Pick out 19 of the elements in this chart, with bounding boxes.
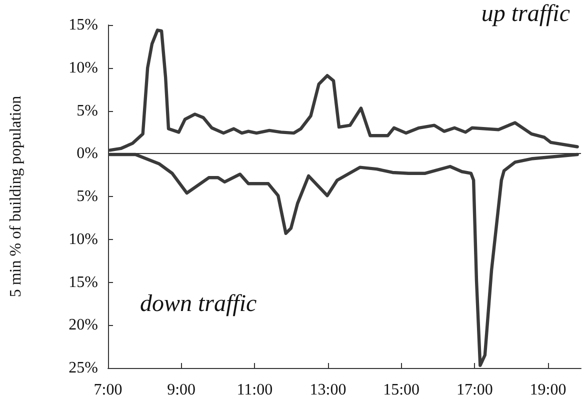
y-tick-label: 20%: [68, 316, 98, 334]
y-tick-label: 0%: [76, 145, 98, 162]
x-tick-label: 7:00: [94, 382, 122, 398]
x-tick-label: 13:00: [310, 382, 346, 398]
y-tick-label: 15%: [68, 274, 98, 291]
y-tick-label: 25%: [68, 360, 98, 376]
x-tick-label: 9:00: [167, 382, 196, 398]
y-tick-label: 10%: [68, 230, 98, 248]
annotation: down traffic: [140, 291, 258, 317]
x-tick-label: 11:00: [236, 382, 273, 398]
y-tick-label: 5%: [76, 102, 98, 120]
x-tick-label: 15:00: [383, 382, 420, 398]
x-tick-label: 19:00: [530, 382, 566, 398]
y-tick-label: 10%: [68, 59, 98, 76]
y-tick-label: 5%: [76, 188, 98, 205]
y-axis-title: 5 min % of building population: [8, 96, 24, 298]
annotation: up traffic: [481, 1, 570, 27]
x-tick-label: 17:00: [456, 382, 493, 398]
y-tick-label: 15%: [68, 16, 98, 34]
